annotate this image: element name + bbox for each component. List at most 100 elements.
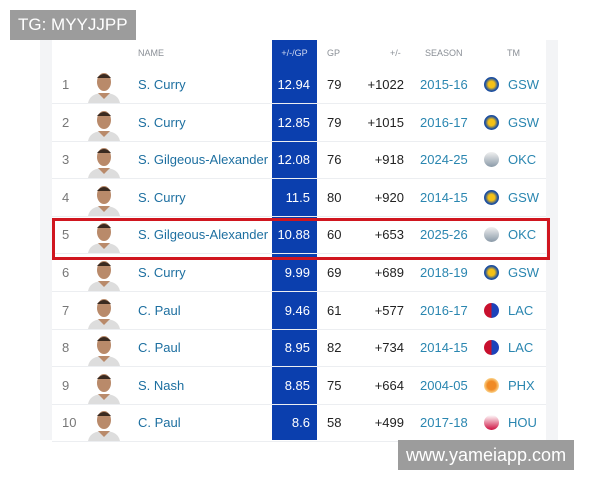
games-played: 58 <box>327 415 342 431</box>
player-name-link[interactable]: S. Curry <box>138 265 186 280</box>
season-link[interactable]: 2015-16 <box>420 77 468 92</box>
season-link[interactable]: 2016-17 <box>420 302 468 318</box>
table-row[interactable]: 10 C. Paul 8.6 58 +499 2017-18 HOU <box>52 404 546 443</box>
rank: 8 <box>62 340 70 356</box>
games-played: 75 <box>327 377 342 393</box>
gsw-logo-icon <box>484 265 499 280</box>
table-row[interactable]: 7 C. Paul 9.46 61 +577 2016-17 LAC <box>52 292 546 330</box>
player-name-link[interactable]: S. Curry <box>138 189 186 205</box>
plus-minus-per-game: 12.94 <box>277 77 310 92</box>
header-gp[interactable]: GP <box>327 48 341 58</box>
player-avatar <box>88 148 120 179</box>
rank: 5 <box>62 227 70 243</box>
phx-logo-icon <box>484 377 499 393</box>
plus-minus: +653 <box>374 227 404 243</box>
player-name-link[interactable]: C. Paul <box>138 340 181 356</box>
highlight-box <box>52 218 550 260</box>
plus-minus-per-game: 9.99 <box>284 265 310 280</box>
team-link[interactable]: GSW <box>508 189 540 205</box>
rank: 3 <box>62 152 70 168</box>
season-link[interactable]: 2018-19 <box>420 265 468 280</box>
gsw-logo-icon <box>484 114 499 130</box>
team-link[interactable]: GSW <box>508 77 540 92</box>
table-row[interactable]: 4 S. Curry 11.5 80 +920 2014-15 GSW <box>52 179 546 217</box>
plus-minus: +1022 <box>367 77 404 92</box>
table-row[interactable]: 6 S. Curry 9.99 69 +689 2018-19 GSW <box>52 254 546 292</box>
plus-minus-per-game: 12.08 <box>277 152 310 168</box>
rank: 2 <box>62 114 70 130</box>
games-played: 79 <box>327 114 342 130</box>
season-link[interactable]: 2014-15 <box>420 340 468 356</box>
season-link[interactable]: 2014-15 <box>420 189 468 205</box>
lac-logo-icon <box>484 340 499 356</box>
rank: 7 <box>62 302 70 318</box>
season-link[interactable]: 2017-18 <box>420 415 468 431</box>
plus-minus: +689 <box>374 265 404 280</box>
rank: 1 <box>62 77 70 92</box>
season-link[interactable]: 2025-26 <box>420 227 468 243</box>
games-played: 61 <box>327 302 342 318</box>
games-played: 82 <box>327 340 342 356</box>
plus-minus-per-game: 11.5 <box>285 189 310 205</box>
table-row[interactable]: 5 S. Gilgeous-Alexander 10.88 60 +653 20… <box>52 216 546 255</box>
team-link[interactable]: OKC <box>508 152 537 168</box>
player-avatar <box>88 110 120 141</box>
player-name-link[interactable]: C. Paul <box>138 415 181 431</box>
player-name-link[interactable]: S. Curry <box>138 77 186 92</box>
rank: 9 <box>62 377 70 393</box>
player-name-link[interactable]: C. Paul <box>138 302 181 318</box>
season-link[interactable]: 2024-25 <box>420 152 468 168</box>
games-played: 69 <box>327 265 342 280</box>
header-pm[interactable]: +/- <box>390 48 401 58</box>
plus-minus-per-game: 9.46 <box>284 302 310 318</box>
player-avatar <box>88 185 120 216</box>
team-link[interactable]: GSW <box>508 265 540 280</box>
team-link[interactable]: GSW <box>508 114 540 130</box>
player-name-link[interactable]: S. Gilgeous-Alexander <box>138 152 269 168</box>
header-pgp[interactable]: +/-/GP <box>281 48 308 58</box>
header-name[interactable]: NAME <box>138 48 165 58</box>
table-row[interactable]: 9 S. Nash 8.85 75 +664 2004-05 PHX <box>52 367 546 405</box>
table-row[interactable]: 8 C. Paul 8.95 82 +734 2014-15 LAC <box>52 329 546 368</box>
gsw-logo-icon <box>484 77 499 92</box>
team-link[interactable]: OKC <box>508 227 537 243</box>
player-name-link[interactable]: S. Nash <box>138 377 185 393</box>
player-avatar <box>88 411 120 442</box>
player-avatar <box>88 223 120 254</box>
team-link[interactable]: HOU <box>508 415 537 431</box>
gsw-logo-icon <box>484 189 499 205</box>
player-avatar <box>88 298 120 329</box>
plus-minus-per-game: 8.95 <box>284 340 310 356</box>
okc-logo-icon <box>484 227 499 243</box>
header-season[interactable]: SEASON <box>425 48 463 58</box>
season-link[interactable]: 2004-05 <box>420 377 468 393</box>
player-avatar <box>88 73 120 103</box>
plus-minus: +1015 <box>367 114 404 130</box>
plus-minus-per-game: 8.85 <box>284 377 310 393</box>
team-link[interactable]: LAC <box>508 302 534 318</box>
plus-minus: +920 <box>374 189 404 205</box>
team-link[interactable]: PHX <box>508 377 535 393</box>
player-name-link[interactable]: S. Gilgeous-Alexander <box>138 227 269 243</box>
header-tm[interactable]: TM <box>507 48 520 58</box>
player-name-link[interactable]: S. Curry <box>138 114 186 130</box>
watermark-bottom-right: www.yameiapp.com <box>398 440 575 470</box>
games-played: 79 <box>327 77 342 92</box>
player-avatar <box>88 261 120 291</box>
watermark-top-left: TG: MYYJJPP <box>10 10 136 40</box>
rank: 4 <box>62 189 70 205</box>
table-row[interactable]: 2 S. Curry 12.85 79 +1015 2016-17 GSW <box>52 104 546 142</box>
hou-logo-icon <box>484 415 499 431</box>
season-link[interactable]: 2016-17 <box>420 114 468 130</box>
plus-minus: +664 <box>374 377 404 393</box>
team-link[interactable]: LAC <box>508 340 534 356</box>
games-played: 80 <box>327 189 342 205</box>
sorted-column-highlight <box>272 40 317 440</box>
plus-minus: +499 <box>374 415 404 431</box>
lac-logo-icon <box>484 302 499 318</box>
table-row[interactable]: 3 S. Gilgeous-Alexander 12.08 76 +918 20… <box>52 141 546 180</box>
plus-minus: +734 <box>374 340 404 356</box>
games-played: 76 <box>327 152 342 168</box>
table-row[interactable]: 1 S. Curry 12.94 79 +1022 2015-16 GSW <box>52 66 546 104</box>
plus-minus: +918 <box>374 152 404 168</box>
